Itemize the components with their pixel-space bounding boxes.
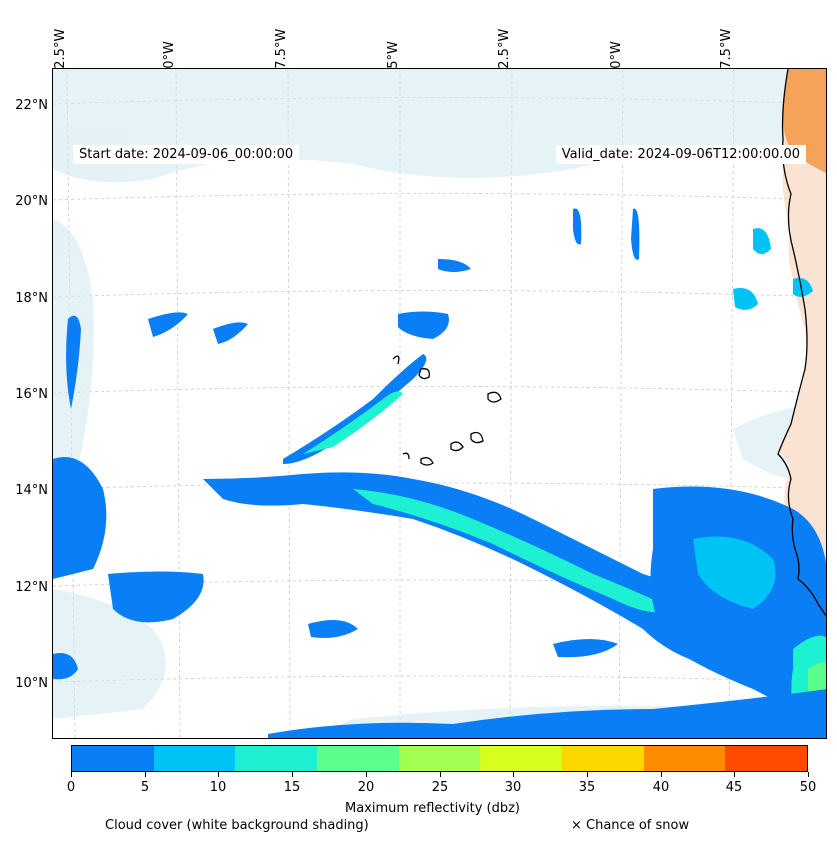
lat-label-10n: 10°N bbox=[15, 676, 48, 691]
colorbar-tick-mark bbox=[145, 772, 146, 777]
valid-date-label: Valid_date: 2024-09-06T12:00:00.00 bbox=[555, 145, 806, 164]
colorbar-segment bbox=[643, 746, 726, 771]
colorbar-segment bbox=[153, 746, 236, 771]
reflectivity-map bbox=[53, 69, 826, 738]
colorbar-tick-label: 15 bbox=[283, 780, 301, 795]
lat-label-22n: 22°N bbox=[15, 98, 48, 113]
colorbar-segment bbox=[235, 746, 318, 771]
start-date-label: Start date: 2024-09-06_00:00:00 bbox=[73, 145, 300, 164]
colorbar-segment bbox=[480, 746, 563, 771]
colorbar-tick-label: 40 bbox=[652, 780, 670, 795]
reflectivity-echoes bbox=[53, 208, 826, 738]
lat-label-16n: 16°N bbox=[15, 387, 48, 402]
colorbar-tick-label: 35 bbox=[578, 780, 596, 795]
colorbar-tick-mark bbox=[808, 772, 809, 777]
colorbar-title: Maximum reflectivity (dbz) bbox=[345, 801, 520, 816]
colorbar-segment bbox=[317, 746, 399, 771]
coastline bbox=[392, 69, 826, 618]
colorbar-segment bbox=[725, 746, 808, 771]
colorbar-tick-mark bbox=[440, 772, 441, 777]
colorbar-tick-mark bbox=[71, 772, 72, 777]
map-panel[interactable]: Start date: 2024-09-06_00:00:00 Valid_da… bbox=[52, 68, 827, 739]
cloud-cover-caption: Cloud cover (white background shading) bbox=[105, 818, 369, 833]
reflectivity-colorbar bbox=[71, 745, 808, 772]
lat-label-18n: 18°N bbox=[15, 291, 48, 306]
colorbar-tick-mark bbox=[366, 772, 367, 777]
colorbar-tick-mark bbox=[661, 772, 662, 777]
colorbar-tick-label: 10 bbox=[209, 780, 227, 795]
colorbar-tick-mark bbox=[218, 772, 219, 777]
colorbar-tick-label: 50 bbox=[799, 780, 817, 795]
colorbar-tick-label: 20 bbox=[357, 780, 375, 795]
colorbar-tick-mark bbox=[292, 772, 293, 777]
snow-caption: × Chance of snow bbox=[571, 818, 690, 833]
colorbar-tick-label: 5 bbox=[140, 780, 150, 795]
colorbar-tick-label: 45 bbox=[725, 780, 743, 795]
colorbar-tick-mark bbox=[513, 772, 514, 777]
colorbar-tick-label: 0 bbox=[66, 780, 76, 795]
colorbar-tick-label: 30 bbox=[504, 780, 522, 795]
lat-label-14n: 14°N bbox=[15, 483, 48, 498]
lat-label-20n: 20°N bbox=[15, 194, 48, 209]
lat-label-12n: 12°N bbox=[15, 580, 48, 595]
colorbar-segment bbox=[398, 746, 481, 771]
colorbar-segment bbox=[562, 746, 644, 771]
colorbar-tick-label: 25 bbox=[431, 780, 449, 795]
colorbar-segment bbox=[72, 746, 154, 771]
colorbar-tick-mark bbox=[587, 772, 588, 777]
colorbar-tick-mark bbox=[734, 772, 735, 777]
